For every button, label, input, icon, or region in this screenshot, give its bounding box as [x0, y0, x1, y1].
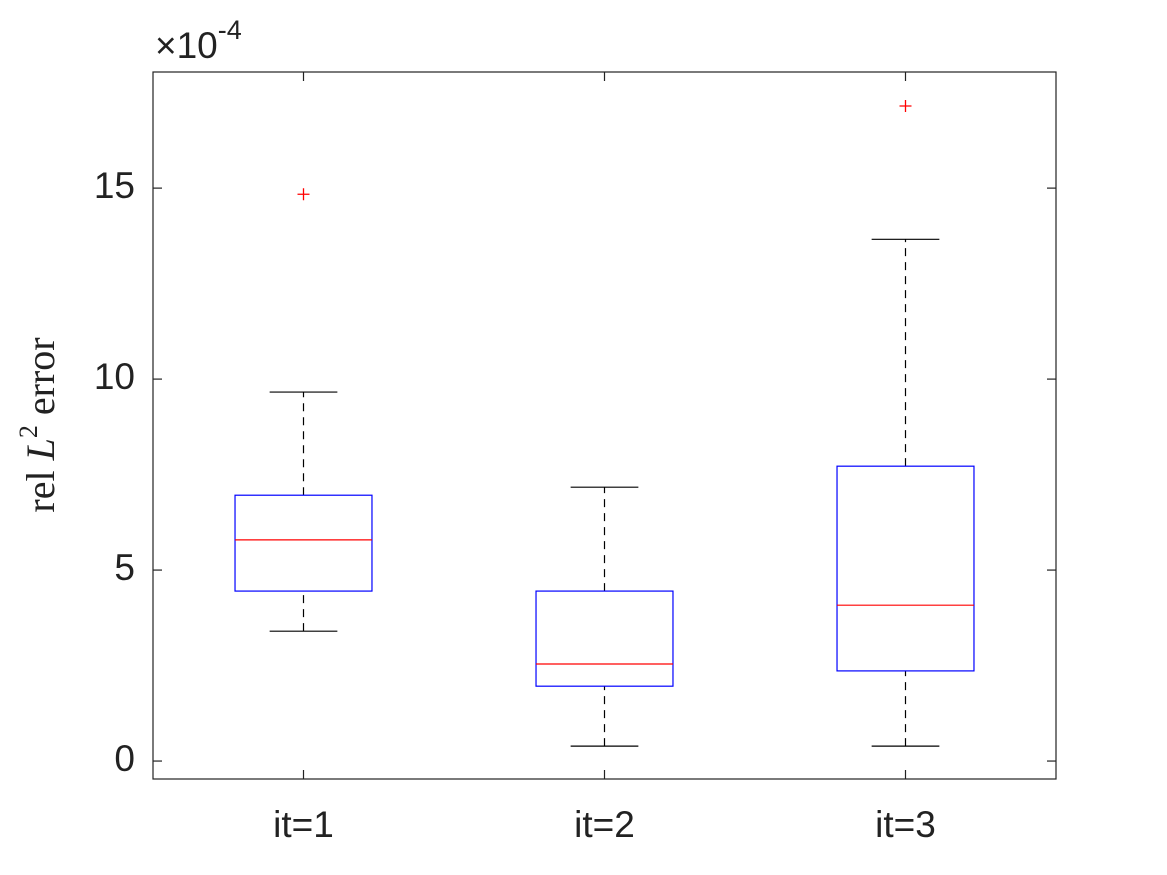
y-tick-label: 0 — [114, 738, 135, 779]
y-axis-label: rel L2 error — [14, 337, 63, 512]
y-label-text: rel — [18, 460, 63, 512]
outlier — [899, 99, 912, 112]
y-multiplier-exponent: -4 — [218, 15, 242, 45]
y-multiplier: ×10-4 — [155, 15, 242, 66]
x-tick-label: it=2 — [574, 804, 635, 845]
y-label-symbol: L — [18, 438, 63, 461]
x-tick-label: it=1 — [273, 804, 334, 845]
x-tick-label: it=3 — [875, 804, 936, 845]
y-tick-label: 5 — [114, 547, 135, 588]
y-multiplier-base: ×10 — [155, 25, 218, 66]
axes-box — [152, 71, 1057, 780]
box — [234, 494, 373, 592]
y-tick-label: 10 — [94, 356, 135, 397]
box — [836, 465, 975, 672]
outlier — [297, 188, 310, 201]
y-label-suffix: error — [18, 337, 63, 425]
y-tick-label: 15 — [94, 165, 135, 206]
y-label-sup: 2 — [14, 425, 43, 438]
box — [535, 590, 674, 687]
